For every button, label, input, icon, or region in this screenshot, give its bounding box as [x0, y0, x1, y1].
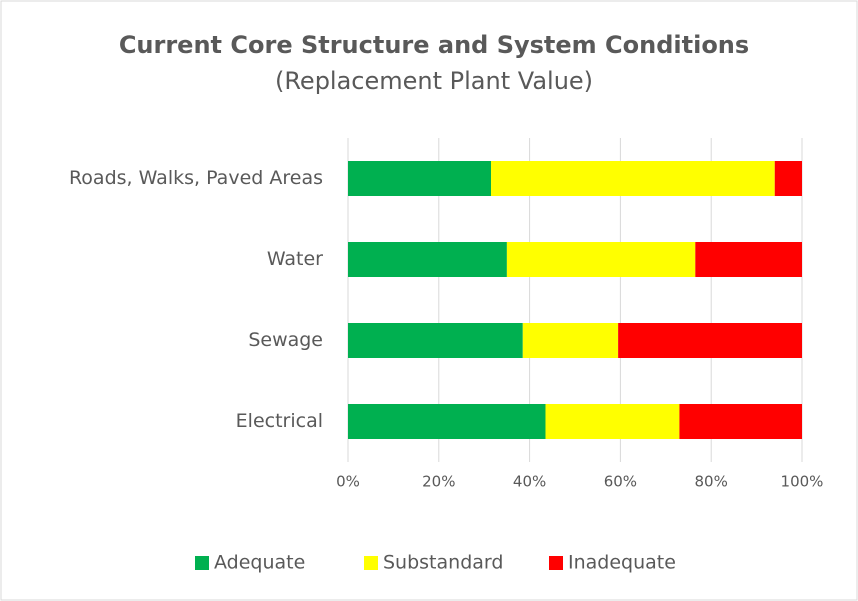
x-tick-label: 0% [336, 473, 360, 491]
bar-segment [522, 323, 619, 358]
bar-segment [545, 404, 680, 439]
x-tick-label: 100% [781, 473, 824, 491]
x-tick-label: 40% [513, 473, 546, 491]
chart-subtitle: (Replacement Plant Value) [275, 67, 593, 95]
bar-segment [679, 404, 802, 439]
bar-segment [506, 242, 696, 277]
legend-swatch [195, 556, 209, 570]
x-tick-label: 20% [422, 473, 455, 491]
category-label: Electrical [236, 410, 323, 432]
x-tick-label: 80% [695, 473, 728, 491]
legend-label: Substandard [383, 552, 503, 574]
bar-segment [348, 323, 523, 358]
legend-swatch [549, 556, 563, 570]
bar-segment [348, 404, 546, 439]
bar-segment [491, 161, 775, 196]
legend-swatch [364, 556, 378, 570]
bar-segment [348, 242, 507, 277]
category-label: Water [267, 248, 323, 270]
chart-title: Current Core Structure and System Condit… [119, 31, 749, 59]
legend-label: Inadequate [568, 552, 676, 574]
bar-segment [774, 161, 802, 196]
bar-segment [618, 323, 802, 358]
category-label: Sewage [248, 329, 323, 351]
bar-segment [695, 242, 802, 277]
bar-segment [348, 161, 492, 196]
x-tick-label: 60% [604, 473, 637, 491]
legend-label: Adequate [214, 552, 305, 574]
category-label: Roads, Walks, Paved Areas [69, 167, 323, 189]
